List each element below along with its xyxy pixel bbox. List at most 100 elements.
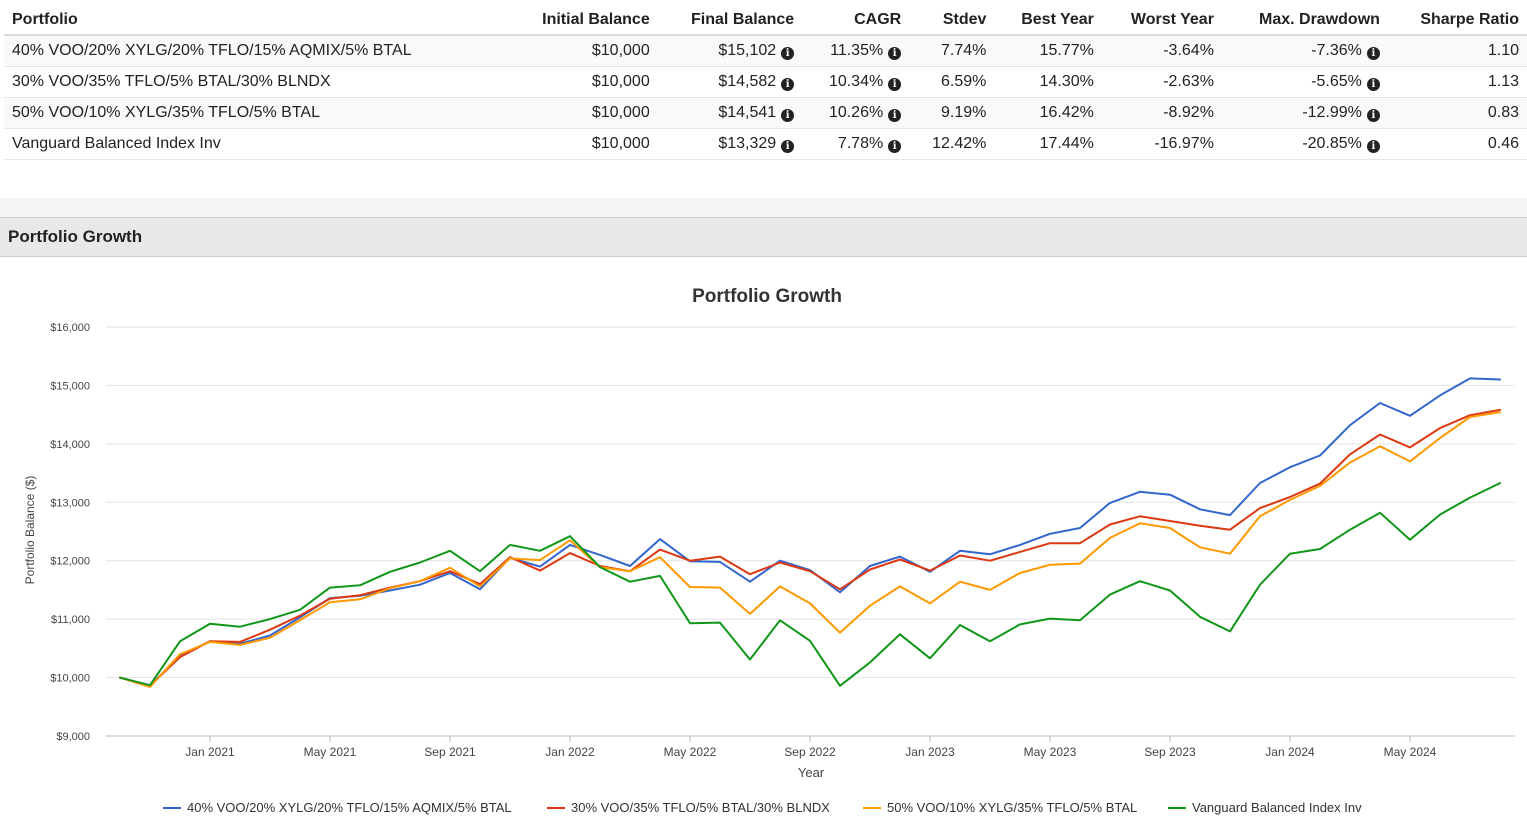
legend: 40% VOO/20% XYLG/20% TFLO/15% AQMIX/5% B… — [163, 800, 1362, 815]
info-circle-icon[interactable]: i — [781, 109, 795, 122]
chart-title: Portfolio Growth — [692, 286, 842, 307]
info-circle-icon[interactable]: i — [888, 109, 902, 122]
cell-drawdown: -12.99% i — [1221, 97, 1388, 129]
x-tick-label: Jan 2024 — [1265, 745, 1315, 759]
series-line-3[interactable] — [119, 411, 1501, 688]
info-circle-icon[interactable]: i — [1366, 109, 1380, 122]
axes: $9,000 $10,000 $11,000 $12,000 $13,000 $14,00… — [50, 322, 1436, 759]
x-axis-label: Year — [798, 765, 825, 780]
y-tick-label: $11,000 — [51, 614, 90, 626]
cell-final: $14,541 i — [657, 97, 803, 129]
cell-portfolio: 30% VOO/35% TFLO/5% BTAL/30% BLNDX — [4, 66, 508, 98]
header-stdev[interactable]: Stdev — [909, 6, 995, 36]
x-tick-label: May 2022 — [664, 745, 717, 759]
x-tick-label: Sep 2022 — [784, 745, 836, 759]
cell-worst-year: -3.64% — [1101, 35, 1222, 67]
y-tick-label: $14,000 — [50, 439, 90, 451]
info-circle-icon[interactable]: i — [888, 140, 902, 153]
legend-item[interactable]: 30% VOO/35% TFLO/5% BTAL/30% BLNDX — [547, 800, 830, 815]
cell-cagr: 11.35% i — [802, 35, 910, 67]
series-line-4[interactable] — [119, 482, 1501, 687]
info-circle-icon[interactable]: i — [781, 78, 795, 91]
x-tick-label: Jan 2021 — [185, 745, 235, 759]
x-tick-label: Sep 2023 — [1144, 745, 1196, 759]
grid-lines — [106, 326, 1515, 737]
header-max-drawdown[interactable]: Max. Drawdown — [1221, 6, 1388, 36]
x-tick-label: May 2023 — [1024, 745, 1077, 759]
legend-item[interactable]: Vanguard Balanced Index Inv — [1168, 800, 1362, 815]
portfolio-growth-chart: $9,000 $10,000 $11,000 $12,000 $13,000 $14,00… — [23, 286, 1515, 815]
cell-sharpe: 0.83 — [1387, 97, 1527, 129]
header-best-year[interactable]: Best Year — [994, 6, 1102, 36]
y-tick-label: $12,000 — [50, 556, 90, 568]
cell-portfolio: 40% VOO/20% XYLG/20% TFLO/15% AQMIX/5% B… — [4, 35, 508, 67]
legend-item[interactable]: 50% VOO/10% XYLG/35% TFLO/5% BTAL — [863, 800, 1137, 815]
x-tick-label: May 2024 — [1384, 745, 1437, 759]
series-line-2[interactable] — [119, 408, 1501, 687]
cell-final: $15,102 i — [657, 35, 803, 67]
table-row: 50% VOO/10% XYLG/35% TFLO/5% BTAL $10,00… — [4, 97, 1527, 129]
legend-label: 30% VOO/35% TFLO/5% BTAL/30% BLNDX — [571, 800, 830, 815]
table-header-row: Portfolio Initial Balance Final Balance … — [4, 6, 1527, 36]
cell-drawdown: -20.85% i — [1221, 128, 1388, 160]
table-row: 30% VOO/35% TFLO/5% BTAL/30% BLNDX $10,0… — [4, 66, 1527, 98]
y-axis-label: Portfolio Balance ($) — [23, 476, 37, 585]
x-tick-label: Sep 2021 — [424, 745, 476, 759]
y-tick-label: $9,000 — [56, 731, 90, 743]
cell-worst-year: -2.63% — [1101, 66, 1222, 98]
header-cagr[interactable]: CAGR — [802, 6, 910, 36]
info-circle-icon[interactable]: i — [781, 47, 795, 60]
header-final-balance[interactable]: Final Balance — [657, 6, 803, 36]
section-title-portfolio-growth: Portfolio Growth — [0, 217, 1527, 257]
cell-initial: $10,000 — [507, 97, 658, 129]
info-circle-icon[interactable]: i — [1366, 78, 1380, 91]
legend-label: 40% VOO/20% XYLG/20% TFLO/15% AQMIX/5% B… — [187, 800, 512, 815]
cell-portfolio: Vanguard Balanced Index Inv — [4, 128, 508, 160]
y-tick-label: $13,000 — [50, 497, 90, 509]
table-row: Vanguard Balanced Index Inv $10,000 $13,… — [4, 128, 1527, 160]
cell-sharpe: 0.46 — [1387, 128, 1527, 160]
cell-drawdown: -5.65% i — [1221, 66, 1388, 98]
cell-best-year: 16.42% — [994, 97, 1102, 129]
cell-best-year: 17.44% — [994, 128, 1102, 160]
series-lines — [119, 377, 1501, 688]
info-circle-icon[interactable]: i — [1366, 47, 1380, 60]
cell-worst-year: -16.97% — [1101, 128, 1222, 160]
cell-initial: $10,000 — [507, 128, 658, 160]
legend-item[interactable]: 40% VOO/20% XYLG/20% TFLO/15% AQMIX/5% B… — [163, 800, 512, 815]
table-row: 40% VOO/20% XYLG/20% TFLO/15% AQMIX/5% B… — [4, 35, 1527, 67]
cell-best-year: 14.30% — [994, 66, 1102, 98]
header-portfolio[interactable]: Portfolio — [4, 6, 508, 36]
portfolio-summary-table: Portfolio Initial Balance Final Balance … — [4, 6, 1527, 160]
info-circle-icon[interactable]: i — [1366, 140, 1380, 153]
header-worst-year[interactable]: Worst Year — [1101, 6, 1222, 36]
cell-cagr: 10.26% i — [802, 97, 910, 129]
info-circle-icon[interactable]: i — [888, 47, 902, 60]
section-spacer — [0, 198, 1527, 217]
legend-label: 50% VOO/10% XYLG/35% TFLO/5% BTAL — [887, 800, 1137, 815]
cell-stdev: 7.74% — [909, 35, 995, 67]
header-sharpe-ratio[interactable]: Sharpe Ratio — [1387, 6, 1527, 36]
cell-stdev: 12.42% — [909, 128, 995, 160]
cell-best-year: 15.77% — [994, 35, 1102, 67]
cell-stdev: 9.19% — [909, 97, 995, 129]
info-circle-icon[interactable]: i — [888, 78, 902, 91]
cell-sharpe: 1.13 — [1387, 66, 1527, 98]
y-tick-label: $10,000 — [50, 673, 90, 685]
y-tick-label: $16,000 — [50, 322, 90, 334]
cell-drawdown: -7.36% i — [1221, 35, 1388, 67]
cell-sharpe: 1.10 — [1387, 35, 1527, 67]
x-tick-label: May 2021 — [304, 745, 357, 759]
cell-cagr: 10.34% i — [802, 66, 910, 98]
cell-initial: $10,000 — [507, 66, 658, 98]
y-tick-label: $15,000 — [50, 380, 90, 392]
cell-stdev: 6.59% — [909, 66, 995, 98]
cell-final: $13,329 i — [657, 128, 803, 160]
cell-portfolio: 50% VOO/10% XYLG/35% TFLO/5% BTAL — [4, 97, 508, 129]
cell-worst-year: -8.92% — [1101, 97, 1222, 129]
info-circle-icon[interactable]: i — [781, 140, 795, 153]
x-tick-label: Jan 2022 — [545, 745, 595, 759]
header-initial-balance[interactable]: Initial Balance — [507, 6, 658, 36]
legend-label: Vanguard Balanced Index Inv — [1192, 800, 1362, 815]
cell-cagr: 7.78% i — [802, 128, 910, 160]
